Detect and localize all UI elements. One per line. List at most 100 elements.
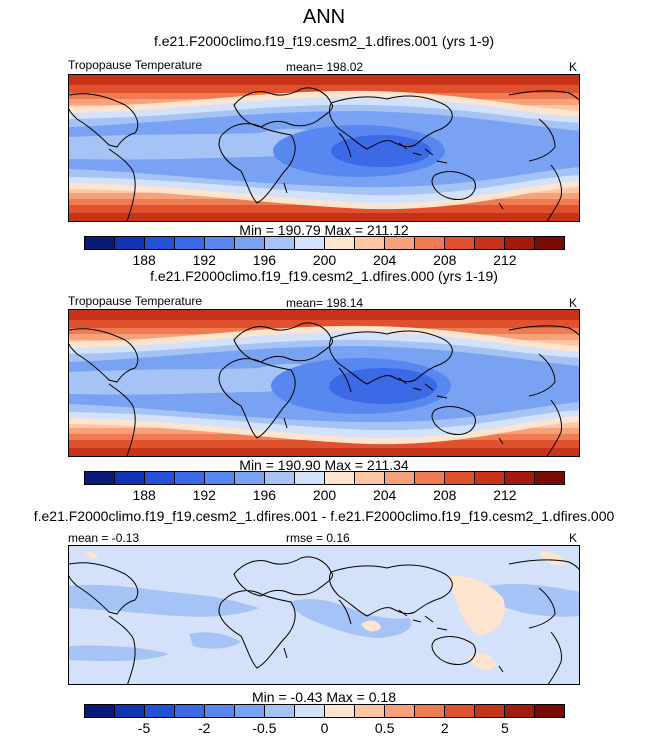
panel3-rmse-label: rmse = 0.16 [286,531,350,545]
panel2-coastlines [69,322,579,456]
panel2-subtitle: f.e21.F2000climo.f19_f19.cesm2_1.dfires.… [150,268,498,284]
colorbar-swatch [295,472,325,484]
panel3-coastlines [69,556,579,684]
colorbar-swatch [535,705,564,717]
colorbar-swatch [325,705,355,717]
colorbar-tick-label: 204 [372,487,397,503]
colorbar-swatch [385,237,415,249]
colorbar-swatch [445,472,475,484]
colorbar-tick-label: 212 [493,252,517,268]
colorbar-swatch [235,705,265,717]
panel1-colorbar [84,236,565,250]
colorbar-swatch [535,237,564,249]
panel3-pos-region-3 [449,575,505,636]
colorbar-swatch [115,237,145,249]
diff-title: f.e21.F2000climo.f19_f19.cesm2_1.dfires.… [33,508,615,524]
panel3-pos-region-5 [539,551,567,566]
colorbar-swatch [85,472,115,484]
panel2-colorbar [84,471,565,485]
panel1-coastlines [69,87,579,221]
colorbar-swatch [85,705,115,717]
panel2-mean-label: mean= 198.14 [286,296,364,310]
panel3-pos-region-4 [469,653,497,671]
panel1-colorbar-ticks: 188 192 196 200 204 208 212 [84,252,565,268]
panel3-neg-region-1 [69,584,259,617]
colorbar-swatch [175,237,205,249]
panel3-colorbar [84,704,565,718]
colorbar-tick-label: 192 [192,252,216,268]
colorbar-swatch [325,237,355,249]
panel1-stats: Min = 190.79 Max = 211.12 [239,222,409,238]
colorbar-swatch [505,472,535,484]
colorbar-tick-label: 208 [433,252,457,268]
colorbar-tick-label: 212 [493,487,517,503]
panel1-mean-label: mean= 198.02 [286,60,364,74]
colorbar-swatch [355,237,385,249]
panel1-map [68,74,580,222]
colorbar-tick-label: -0.5 [252,720,277,736]
colorbar-tick-label: 196 [252,487,277,503]
colorbar-tick-label: 188 [132,252,156,268]
colorbar-swatch [385,472,415,484]
colorbar-tick-label: 200 [312,487,337,503]
panel3-neg-region-3 [489,583,579,617]
colorbar-swatch [535,472,564,484]
panel1-cold-center [331,135,431,167]
colorbar-tick-label: -5 [137,720,151,736]
colorbar-swatch [205,237,235,249]
colorbar-swatch [145,237,175,249]
figure-title: ANN [302,6,346,28]
panel3-neg-region-4 [189,632,241,649]
colorbar-swatch [175,472,205,484]
colorbar-swatch [445,705,475,717]
panel3-pos-region-2 [361,620,381,632]
colorbar-swatch [205,472,235,484]
colorbar-swatch [295,237,325,249]
colorbar-swatch [145,705,175,717]
colorbar-tick-label: 5 [500,720,509,736]
panel3-units-label: K [569,531,578,545]
colorbar-tick-label: -2 [198,720,211,736]
panel2-map [68,309,580,457]
colorbar-swatch [265,237,295,249]
panel1-units-label: K [569,60,578,74]
colorbar-tick-label: 0.5 [374,720,395,736]
panel3-neg-region-2 [289,599,412,638]
colorbar-swatch [475,237,505,249]
panel1-map-svg [69,75,579,221]
colorbar-swatch [505,237,535,249]
panel3-map-svg [69,546,579,684]
panel2-stats: Min = 190.90 Max = 211.34 [239,457,409,473]
panel2-cold-center [329,368,437,404]
colorbar-swatch [475,705,505,717]
panel3-pos-region-1 [83,550,99,560]
colorbar-swatch [295,705,325,717]
panel3-stats: Min = -0.43 Max = 0.18 [252,689,396,705]
colorbar-swatch [235,472,265,484]
panel3-colorbar-ticks: -5 -2 -0.5 0 0.5 2 5 [84,720,565,736]
colorbar-swatch [325,472,355,484]
colorbar-tick-label: 2 [440,720,449,736]
colorbar-swatch [355,705,385,717]
panel3-neg-region-5 [69,645,169,662]
colorbar-tick-label: 204 [372,252,397,268]
colorbar-tick-label: 208 [433,487,457,503]
colorbar-swatch [175,705,205,717]
colorbar-swatch [385,705,415,717]
panel1-band-9 [69,128,339,160]
colorbar-swatch [265,705,295,717]
colorbar-tick-label: 196 [252,252,277,268]
panel3-mean-label: mean = -0.13 [68,531,140,545]
panel3-map [68,545,580,685]
colorbar-tick-label: 192 [192,487,216,503]
panel2-colorbar-ticks: 188 192 196 200 204 208 212 [84,487,565,503]
colorbar-swatch [415,705,445,717]
colorbar-swatch [415,237,445,249]
panel1-subtitle: f.e21.F2000climo.f19_f19.cesm2_1.dfires.… [153,33,495,49]
panel2-units-label: K [569,296,578,310]
colorbar-swatch [235,237,265,249]
colorbar-swatch [505,705,535,717]
colorbar-swatch [475,472,505,484]
panel1-variable-label: Tropopause Temperature [68,58,203,72]
panel2-map-svg [69,310,579,456]
